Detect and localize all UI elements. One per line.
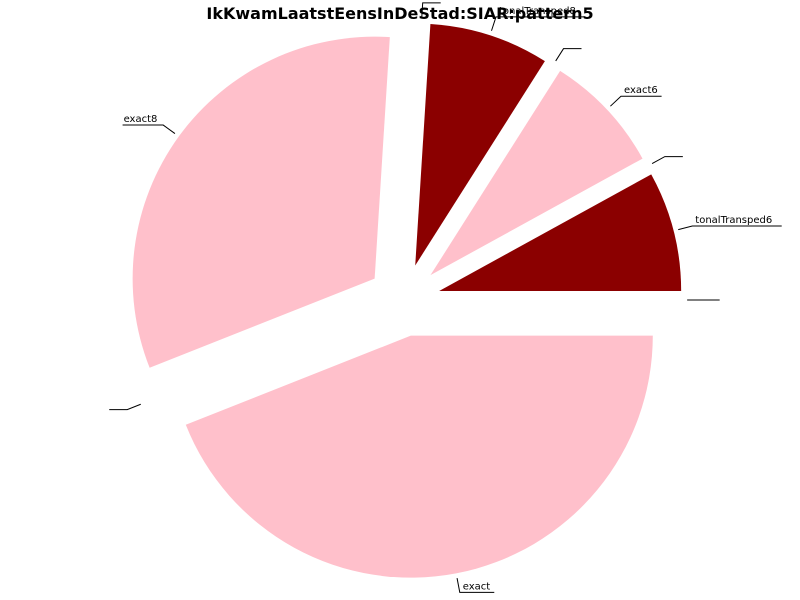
pie-slice-exact8-6 <box>132 36 390 368</box>
pie-slice-tonaltransped6-0 <box>439 174 682 291</box>
slice-label-exact: exact <box>463 581 491 592</box>
pie-slice-tonaltransped8-4 <box>415 23 545 266</box>
leader-line-unlabeled-5 <box>421 2 441 18</box>
leader-line-exact6-2 <box>610 95 662 107</box>
leader-line-tonaltransped8-4 <box>491 16 586 31</box>
leader-line-unlabeled-7 <box>109 403 141 411</box>
leader-line-exact-8 <box>456 578 495 593</box>
pie-slices <box>132 23 682 578</box>
pie-labels: tonalTransped6 exact6 tonalTransped8 exact8… <box>109 2 782 593</box>
pie-slice-exact-8 <box>185 335 653 578</box>
slice-label-tonaltransped8: tonalTransped8 <box>499 6 576 17</box>
leader-line-tonaltransped6-0 <box>678 225 782 231</box>
leader-line-unlabeled-3 <box>555 48 582 62</box>
chart-title: IkKwamLaatstEensInDeStad:SIAR:pattern5 <box>206 4 593 23</box>
slice-label-tonaltransped6: tonalTransped6 <box>695 215 772 226</box>
pie-slice-exact6-2 <box>430 70 643 276</box>
leader-line-exact8-6 <box>122 124 176 134</box>
slice-label-exact8: exact8 <box>124 114 158 125</box>
slice-label-exact6: exact6 <box>624 85 658 96</box>
leader-line-unlabeled-1 <box>651 156 683 165</box>
